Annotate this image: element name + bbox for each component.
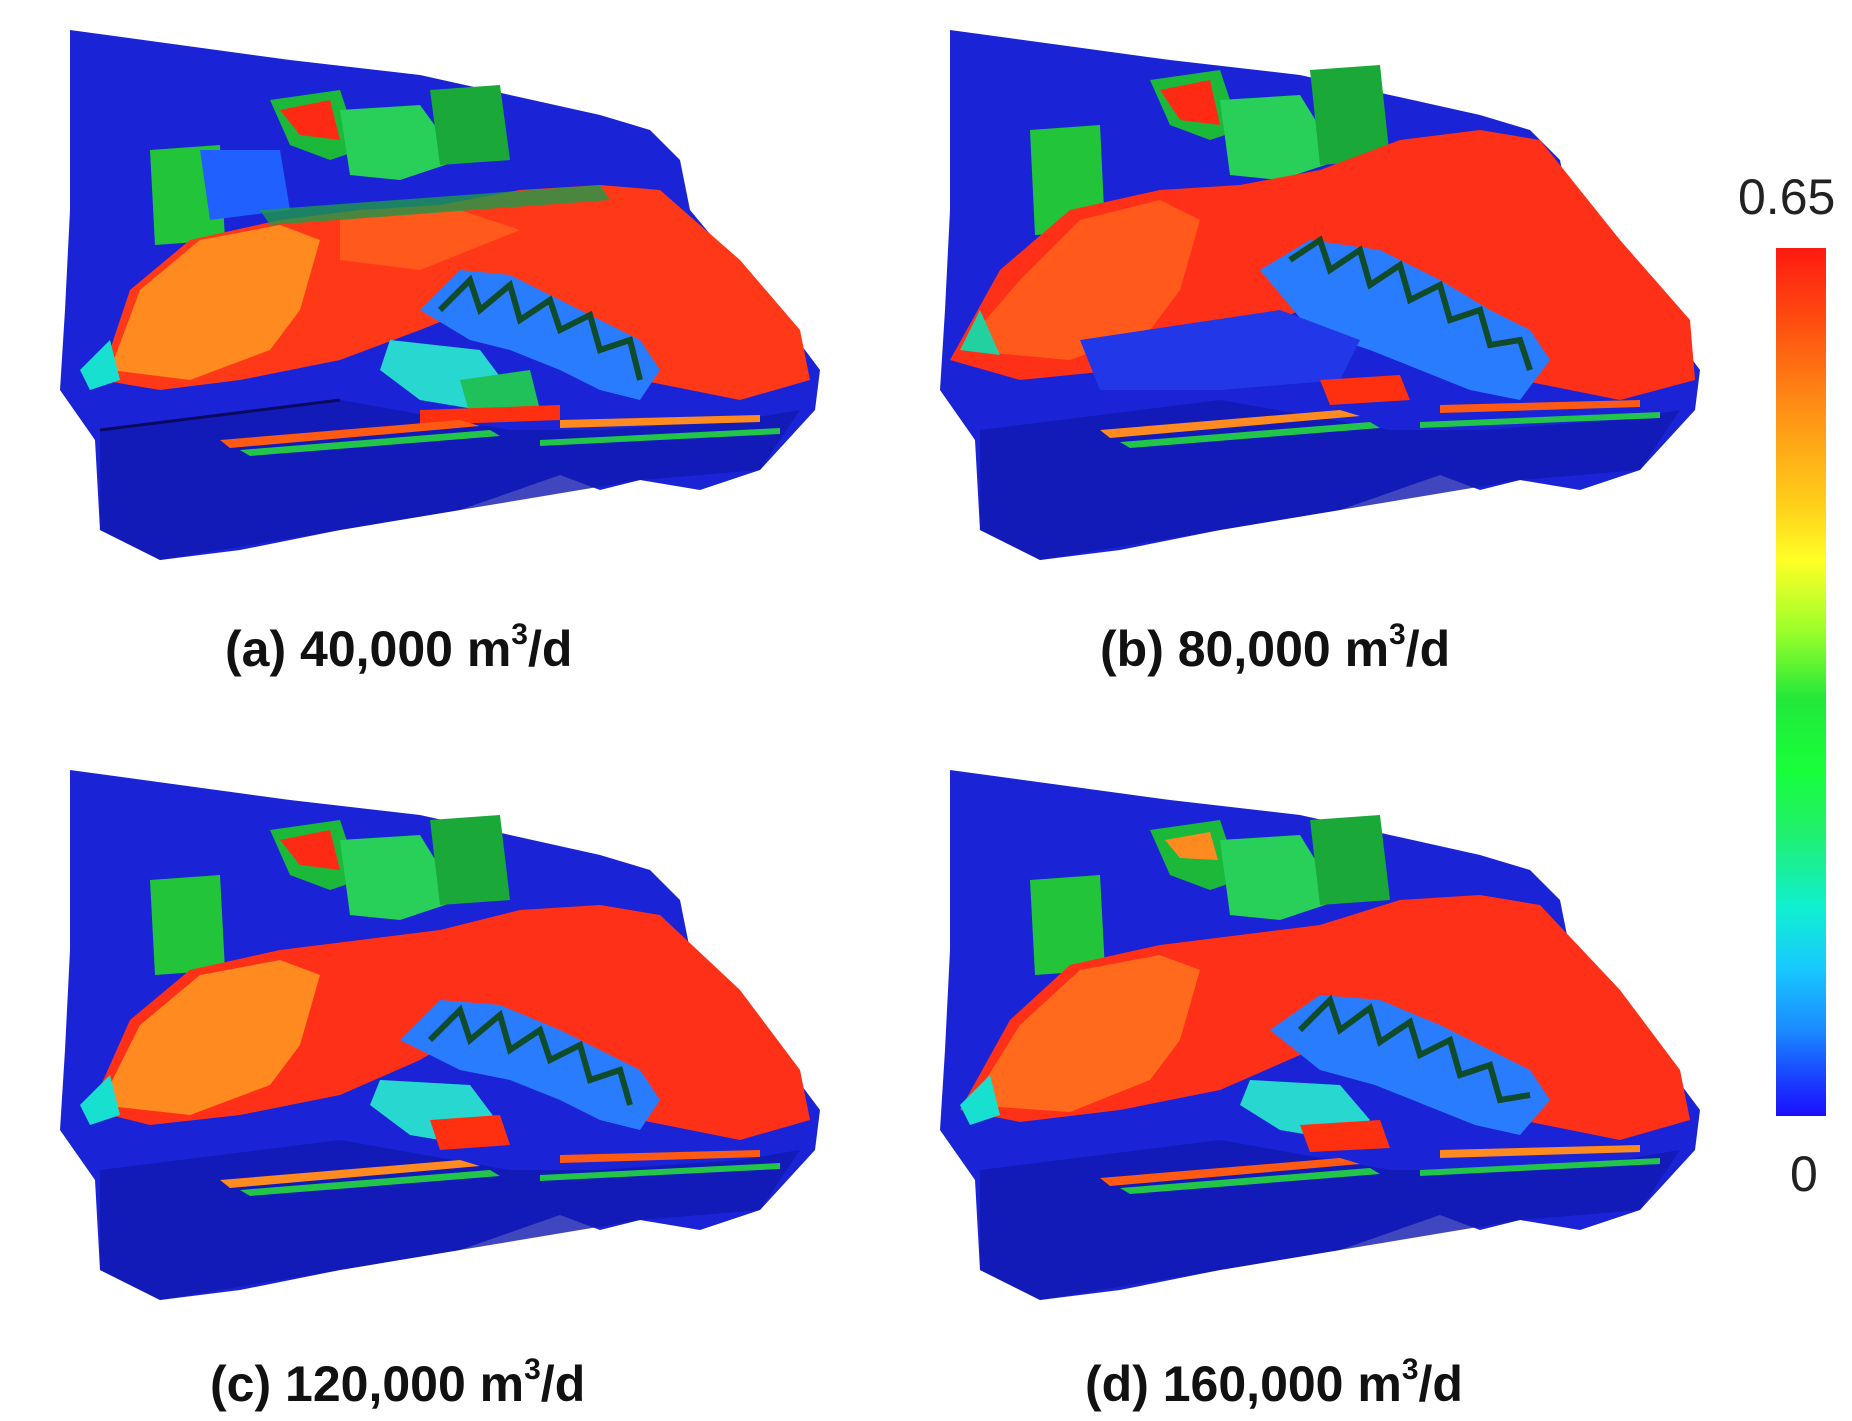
caption-c: (c) 120,000 m3/d [210, 1353, 586, 1413]
caption-d-sup: 3 [1401, 1353, 1419, 1387]
reservoir-model-a [60, 30, 820, 560]
caption-b-sup: 3 [1389, 618, 1406, 652]
panel-d-model [920, 750, 1740, 1310]
caption-d-unit: /d [1418, 1356, 1463, 1412]
caption-b: (b) 80,000 m3/d [1100, 618, 1451, 678]
caption-b-value: 80,000 m [1177, 621, 1390, 677]
caption-d: (d) 160,000 m3/d [1085, 1353, 1463, 1413]
panel-b-model [920, 10, 1740, 570]
reservoir-model-d [940, 770, 1700, 1300]
caption-d-value: 160,000 m [1162, 1356, 1402, 1412]
caption-c-sup: 3 [524, 1353, 541, 1387]
colorbar [1776, 248, 1826, 1116]
caption-a-unit: /d [527, 621, 573, 677]
caption-a-sup: 3 [511, 618, 528, 652]
panel-a-model [40, 10, 860, 570]
reservoir-model-c [60, 770, 820, 1300]
panel-c-model [40, 750, 860, 1310]
reservoir-model-b [940, 30, 1700, 560]
caption-c-unit: /d [540, 1356, 586, 1412]
caption-a-letter: (a) [225, 621, 287, 677]
colorbar-max-label: 0.65 [1738, 169, 1836, 225]
colorbar-min-label: 0 [1790, 1146, 1818, 1202]
caption-b-letter: (b) [1100, 621, 1164, 677]
caption-a-value: 40,000 m [300, 621, 512, 677]
caption-d-letter: (d) [1085, 1356, 1149, 1412]
caption-a: (a) 40,000 m3/d [225, 618, 573, 678]
caption-c-letter: (c) [210, 1356, 272, 1412]
caption-c-value: 120,000 m [285, 1356, 525, 1412]
caption-b-unit: /d [1405, 621, 1451, 677]
